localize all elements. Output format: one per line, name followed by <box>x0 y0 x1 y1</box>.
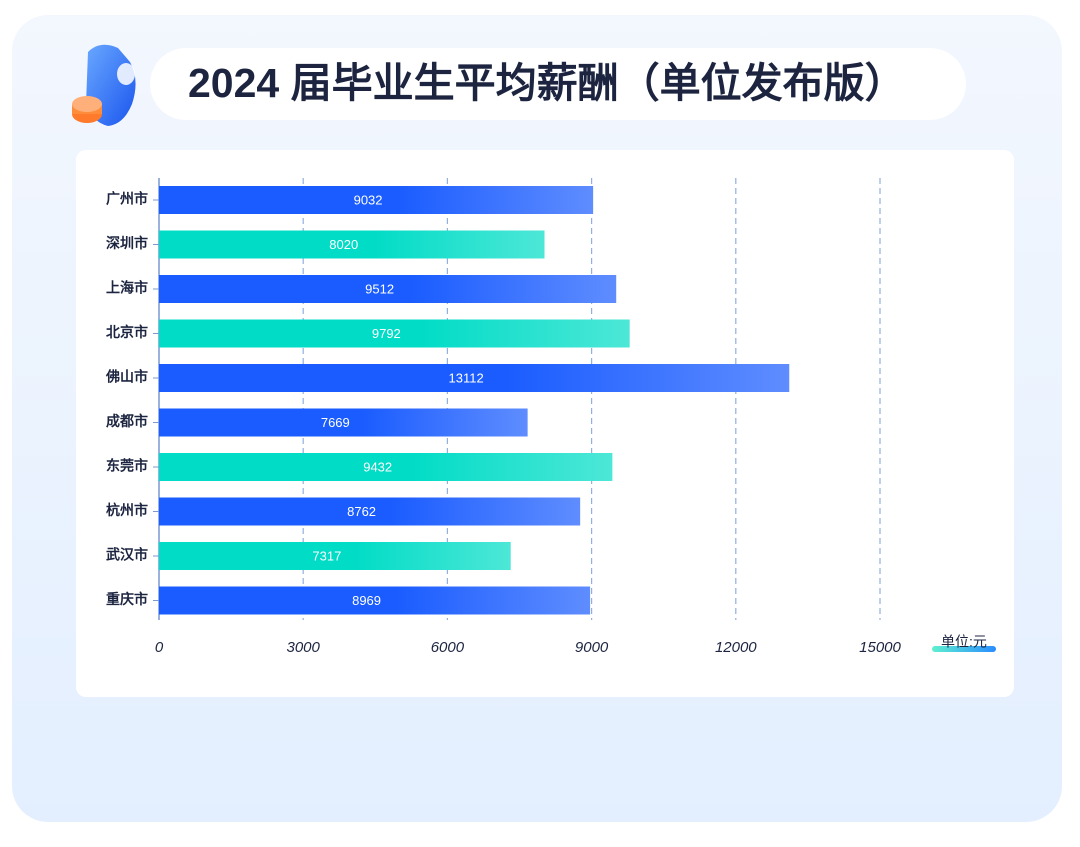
y-tick-label: 北京市 <box>106 324 148 340</box>
value-label: 7317 <box>312 548 341 563</box>
title-pill <box>150 48 966 120</box>
plot: 0 3000 6000 9000 12000 15000 广州市 9032 深圳市 8020 上海市… <box>105 178 902 656</box>
value-label: 7669 <box>321 415 350 430</box>
bar <box>159 319 630 348</box>
y-tick-label: 广州市 <box>106 191 148 207</box>
bar <box>159 497 581 526</box>
x-tick-label: 0 <box>155 639 164 656</box>
bar <box>159 364 790 392</box>
x-tick-label: 12000 <box>715 639 757 656</box>
title-icon <box>72 44 136 126</box>
value-label: 9032 <box>354 192 383 207</box>
y-tick-label: 深圳市 <box>106 235 148 251</box>
value-label: 8020 <box>329 237 358 252</box>
y-tick-label: 重庆市 <box>106 591 148 607</box>
value-label: 9792 <box>372 326 401 341</box>
chart-title: 2024 届毕业生平均薪酬（单位发布版） <box>188 60 906 106</box>
y-tick-label: 上海市 <box>106 280 148 296</box>
value-label: 8762 <box>347 504 376 519</box>
bar <box>159 586 591 615</box>
value-label: 9432 <box>363 459 392 474</box>
unit-label: 单位:元 <box>941 634 987 650</box>
bar <box>159 453 613 481</box>
y-tick-label: 成都市 <box>106 413 148 429</box>
value-label: 13112 <box>449 370 484 385</box>
y-tick-label: 东莞市 <box>106 458 148 474</box>
x-tick-label: 9000 <box>575 639 609 656</box>
y-tick-label: 杭州市 <box>106 502 148 518</box>
unit-underline <box>932 646 996 652</box>
bar <box>159 542 511 570</box>
x-tick-label: 3000 <box>287 639 321 656</box>
y-tick-label: 武汉市 <box>106 547 148 563</box>
bar <box>159 275 617 303</box>
value-label: 9512 <box>365 281 394 296</box>
bar <box>159 230 545 259</box>
bar <box>159 408 528 437</box>
bar <box>159 186 594 214</box>
x-tick-label: 15000 <box>859 639 901 656</box>
value-label: 8969 <box>352 593 381 608</box>
y-tick-label: 佛山市 <box>105 369 148 385</box>
x-tick-label: 6000 <box>431 639 465 656</box>
